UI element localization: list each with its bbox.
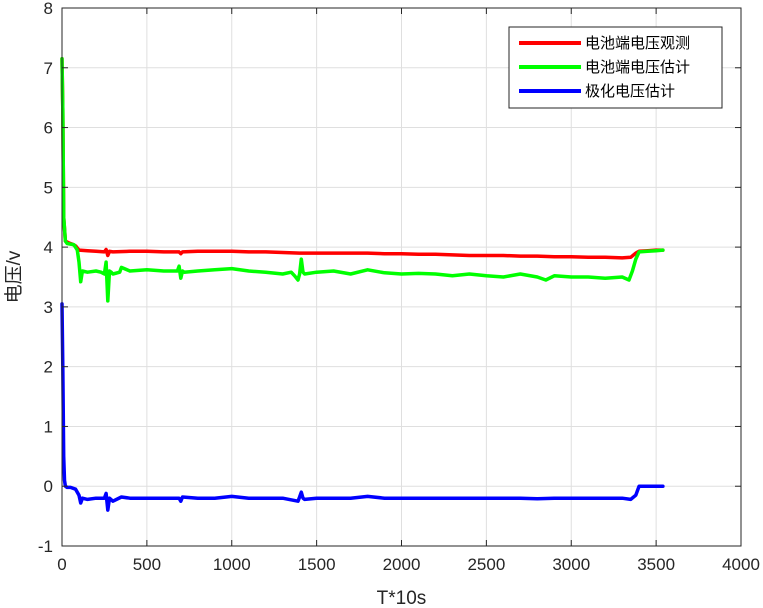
y-tick-label: 7	[44, 59, 53, 78]
legend-label: 电池端电压估计	[585, 58, 690, 76]
x-tick-label: 1500	[298, 555, 336, 574]
series-lines	[60, 57, 665, 512]
x-tick-label: 500	[133, 555, 161, 574]
series-line-1	[60, 57, 665, 260]
y-tick-label: -1	[38, 537, 53, 556]
series-line-2	[60, 57, 665, 303]
tick-labels: 0 500 1000 1500 2000 2500 3000 3500 4000-1012345…	[38, 0, 760, 574]
legend-label: 电池端电压观测	[585, 34, 690, 52]
y-tick-label: 0	[44, 477, 53, 496]
x-tick-label: 1000	[213, 555, 251, 574]
y-tick-label: 1	[44, 417, 53, 436]
legend-label: 极化电压估计	[585, 82, 675, 100]
y-tick-label: 3	[44, 298, 53, 317]
x-tick-label: 3000	[552, 555, 590, 574]
series-line-3	[60, 302, 665, 512]
x-tick-label: 2000	[383, 555, 421, 574]
y-tick-label: 2	[44, 358, 53, 377]
x-axis-label: T*10s	[377, 588, 427, 608]
y-tick-label: 8	[44, 0, 53, 18]
x-tick-label: 4000	[722, 555, 760, 574]
x-tick-label: 0	[57, 555, 66, 574]
y-tick-label: 5	[44, 178, 53, 197]
x-tick-label: 2500	[467, 555, 505, 574]
x-tick-label: 3500	[637, 555, 675, 574]
y-tick-label: 6	[44, 119, 53, 138]
y-tick-label: 4	[44, 238, 53, 257]
axes-frame	[61, 7, 742, 547]
y-axis-label: 电压/v	[3, 250, 25, 303]
